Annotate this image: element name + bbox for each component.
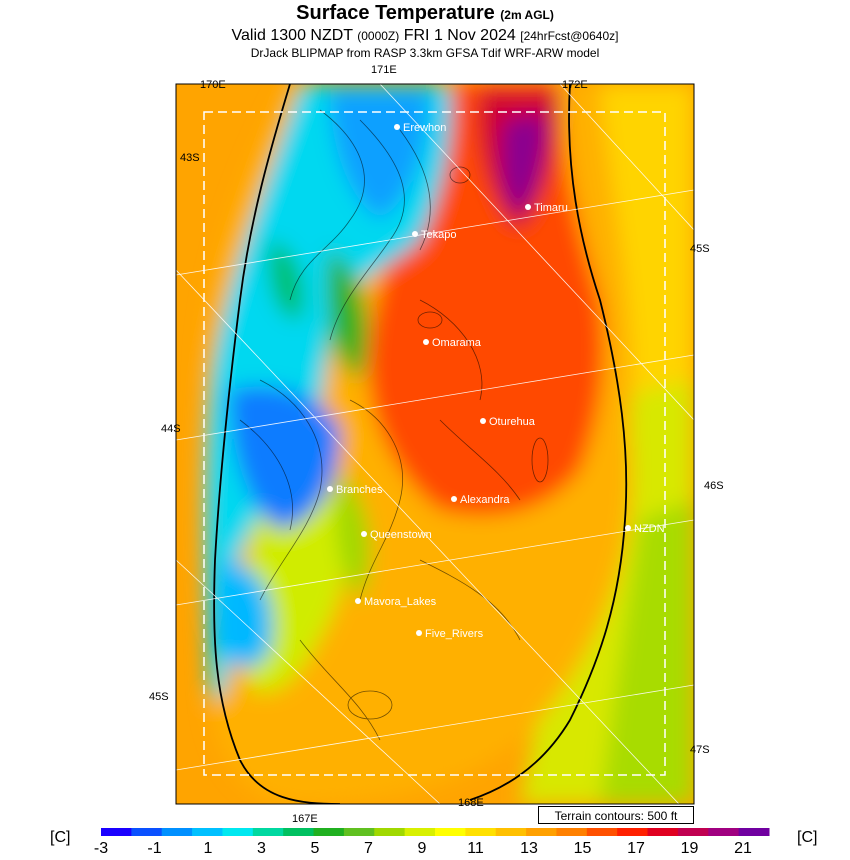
axis-labels: 170E 171E 172E 43S 44S 45S 45S 46S 47S 1… xyxy=(149,64,724,825)
marker-alexandra xyxy=(451,496,457,502)
lat-label-47s: 47S xyxy=(690,744,710,756)
inner-domain-boundary xyxy=(203,111,666,776)
label-branches: Branches xyxy=(336,484,383,496)
terrain-contours xyxy=(239,109,549,741)
colorbar-unit-left: [C] xyxy=(50,829,71,846)
marker-timaru xyxy=(525,204,531,210)
model-line: DrJack BLIPMAP from RASP 3.3km GFSA Tdif… xyxy=(250,46,600,60)
temperature-field xyxy=(176,84,694,804)
marker-branches xyxy=(327,486,333,492)
lon-label-168e: 168E xyxy=(458,797,484,809)
label-alexandra: Alexandra xyxy=(460,494,510,506)
label-five-rivers: Five_Rivers xyxy=(425,628,484,640)
label-queenstown: Queenstown xyxy=(370,529,432,541)
valid-time: Valid 1300 NZDT (0000Z) FRI 1 Nov 2024 [… xyxy=(231,27,619,44)
marker-nzdn xyxy=(625,525,631,531)
lon-label-170e: 170E xyxy=(200,79,226,91)
terrain-contours-note: Terrain contours: 500 ft xyxy=(538,806,694,824)
label-omarama: Omarama xyxy=(432,337,482,349)
west-coastline xyxy=(213,84,341,804)
place-markers: Erewhon Timaru Tekapo Omarama Oturehua B… xyxy=(327,122,665,640)
map-title: Surface Temperature (2m AGL) xyxy=(296,2,554,24)
lat-label-44s: 44S xyxy=(161,423,181,435)
label-mavora-lakes: Mavora_Lakes xyxy=(364,596,437,608)
marker-erewhon xyxy=(394,124,400,130)
graticule xyxy=(176,84,694,804)
marker-five-rivers xyxy=(416,630,422,636)
label-timaru: Timaru xyxy=(534,202,568,214)
marker-queenstown xyxy=(361,531,367,537)
lat-label-43s: 43S xyxy=(180,152,200,164)
label-erewhon: Erewhon xyxy=(403,122,446,134)
map-frame xyxy=(175,83,695,805)
lon-label-171e: 171E xyxy=(371,64,397,76)
lon-label-172e: 172E xyxy=(562,79,588,91)
lat-label-46s: 46S xyxy=(704,480,724,492)
label-nzdn: NZDN xyxy=(634,523,665,535)
marker-oturehua xyxy=(480,418,486,424)
lon-label-167e: 167E xyxy=(292,813,318,825)
marker-tekapo xyxy=(412,231,418,237)
east-coastline xyxy=(469,84,628,801)
colorbar-unit-right: [C] xyxy=(797,829,818,846)
marker-omarama xyxy=(423,339,429,345)
label-tekapo: Tekapo xyxy=(421,229,456,241)
lat-label-45s-right: 45S xyxy=(690,243,710,255)
marker-mavora-lakes xyxy=(355,598,361,604)
lat-label-45s-left: 45S xyxy=(149,691,169,703)
label-oturehua: Oturehua xyxy=(489,416,536,428)
